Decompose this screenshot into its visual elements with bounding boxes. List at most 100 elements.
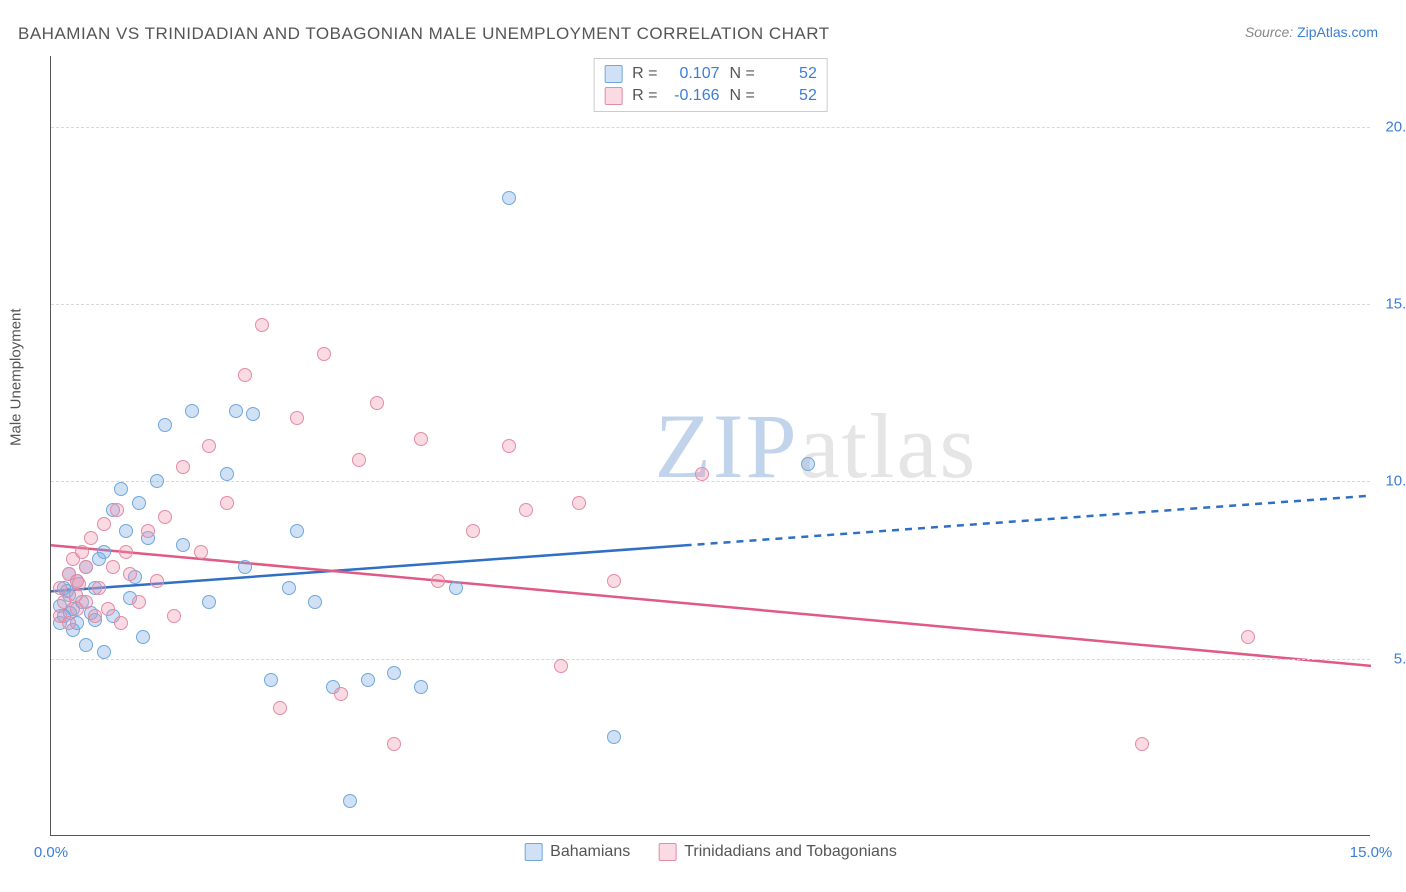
legend-swatch-bahamians <box>524 843 542 861</box>
scatter-point <box>141 524 155 538</box>
scatter-point <box>246 407 260 421</box>
scatter-point <box>136 630 150 644</box>
scatter-point <box>150 574 164 588</box>
y-tick-label: 20.0% <box>1385 118 1406 135</box>
scatter-point <box>97 545 111 559</box>
scatter-point <box>264 673 278 687</box>
gridline <box>51 659 1370 660</box>
scatter-point <box>114 482 128 496</box>
scatter-point <box>352 453 366 467</box>
legend-item-1: Bahamians <box>524 843 630 861</box>
correlation-row-1: R = 0.107 N = 52 <box>604 63 817 85</box>
scatter-point <box>79 638 93 652</box>
scatter-point <box>572 496 586 510</box>
scatter-point <box>607 574 621 588</box>
scatter-point <box>176 460 190 474</box>
scatter-point <box>554 659 568 673</box>
source-attribution: Source: ZipAtlas.com <box>1245 24 1378 40</box>
scatter-point <box>123 567 137 581</box>
n-value-1: 52 <box>765 65 817 83</box>
scatter-point <box>62 616 76 630</box>
scatter-point <box>79 560 93 574</box>
trendline-solid <box>51 545 685 591</box>
scatter-point <box>194 545 208 559</box>
scatter-point <box>238 368 252 382</box>
scatter-point <box>88 609 102 623</box>
scatter-point <box>97 645 111 659</box>
scatter-point <box>255 318 269 332</box>
scatter-point <box>607 730 621 744</box>
scatter-point <box>361 673 375 687</box>
trendline-dashed <box>685 496 1371 546</box>
r-label-2: R = <box>632 87 657 105</box>
scatter-point <box>158 418 172 432</box>
scatter-point <box>220 467 234 481</box>
scatter-point <box>220 496 234 510</box>
y-tick-label: 15.0% <box>1385 296 1406 313</box>
scatter-point <box>1135 737 1149 751</box>
gridline <box>51 304 1370 305</box>
scatter-chart: ZIPatlas R = 0.107 N = 52 R = -0.166 N =… <box>50 56 1370 836</box>
n-label-2: N = <box>730 87 755 105</box>
scatter-point <box>370 396 384 410</box>
scatter-point <box>801 457 815 471</box>
source-link[interactable]: ZipAtlas.com <box>1297 24 1378 40</box>
scatter-point <box>343 794 357 808</box>
scatter-point <box>695 467 709 481</box>
scatter-point <box>202 439 216 453</box>
scatter-point <box>101 602 115 616</box>
scatter-point <box>387 666 401 680</box>
legend-label-2: Trinidadians and Tobagonians <box>684 843 897 861</box>
scatter-point <box>110 503 124 517</box>
scatter-point <box>75 545 89 559</box>
scatter-point <box>92 581 106 595</box>
scatter-point <box>150 474 164 488</box>
scatter-point <box>414 432 428 446</box>
scatter-point <box>317 347 331 361</box>
legend-item-2: Trinidadians and Tobagonians <box>658 843 897 861</box>
y-tick-label: 5.0% <box>1394 650 1406 667</box>
scatter-point <box>202 595 216 609</box>
x-tick-label: 15.0% <box>1350 844 1393 861</box>
scatter-point <box>185 404 199 418</box>
scatter-point <box>290 411 304 425</box>
scatter-point <box>114 616 128 630</box>
series-legend: Bahamians Trinidadians and Tobagonians <box>524 843 897 861</box>
r-value-2: -0.166 <box>668 87 720 105</box>
scatter-point <box>106 560 120 574</box>
scatter-point <box>158 510 172 524</box>
n-label-1: N = <box>730 65 755 83</box>
scatter-point <box>97 517 111 531</box>
scatter-point <box>502 439 516 453</box>
correlation-row-2: R = -0.166 N = 52 <box>604 85 817 107</box>
r-label-1: R = <box>632 65 657 83</box>
scatter-point <box>449 581 463 595</box>
y-tick-label: 10.0% <box>1385 473 1406 490</box>
legend-swatch-trinidadians <box>658 843 676 861</box>
scatter-point <box>84 531 98 545</box>
scatter-point <box>466 524 480 538</box>
scatter-point <box>334 687 348 701</box>
scatter-point <box>229 404 243 418</box>
chart-title: BAHAMIAN VS TRINIDADIAN AND TOBAGONIAN M… <box>18 24 830 44</box>
scatter-point <box>167 609 181 623</box>
legend-label-1: Bahamians <box>550 843 630 861</box>
scatter-point <box>72 577 86 591</box>
gridline <box>51 127 1370 128</box>
y-axis-title: Male Unemployment <box>8 308 25 446</box>
scatter-point <box>132 496 146 510</box>
scatter-point <box>132 595 146 609</box>
scatter-point <box>238 560 252 574</box>
n-value-2: 52 <box>765 87 817 105</box>
scatter-point <box>414 680 428 694</box>
r-value-1: 0.107 <box>668 65 720 83</box>
legend-swatch-2 <box>604 87 622 105</box>
scatter-point <box>273 701 287 715</box>
scatter-point <box>308 595 322 609</box>
legend-swatch-1 <box>604 65 622 83</box>
scatter-point <box>119 545 133 559</box>
x-tick-label: 0.0% <box>34 844 68 861</box>
scatter-point <box>431 574 445 588</box>
scatter-point <box>387 737 401 751</box>
scatter-point <box>519 503 533 517</box>
